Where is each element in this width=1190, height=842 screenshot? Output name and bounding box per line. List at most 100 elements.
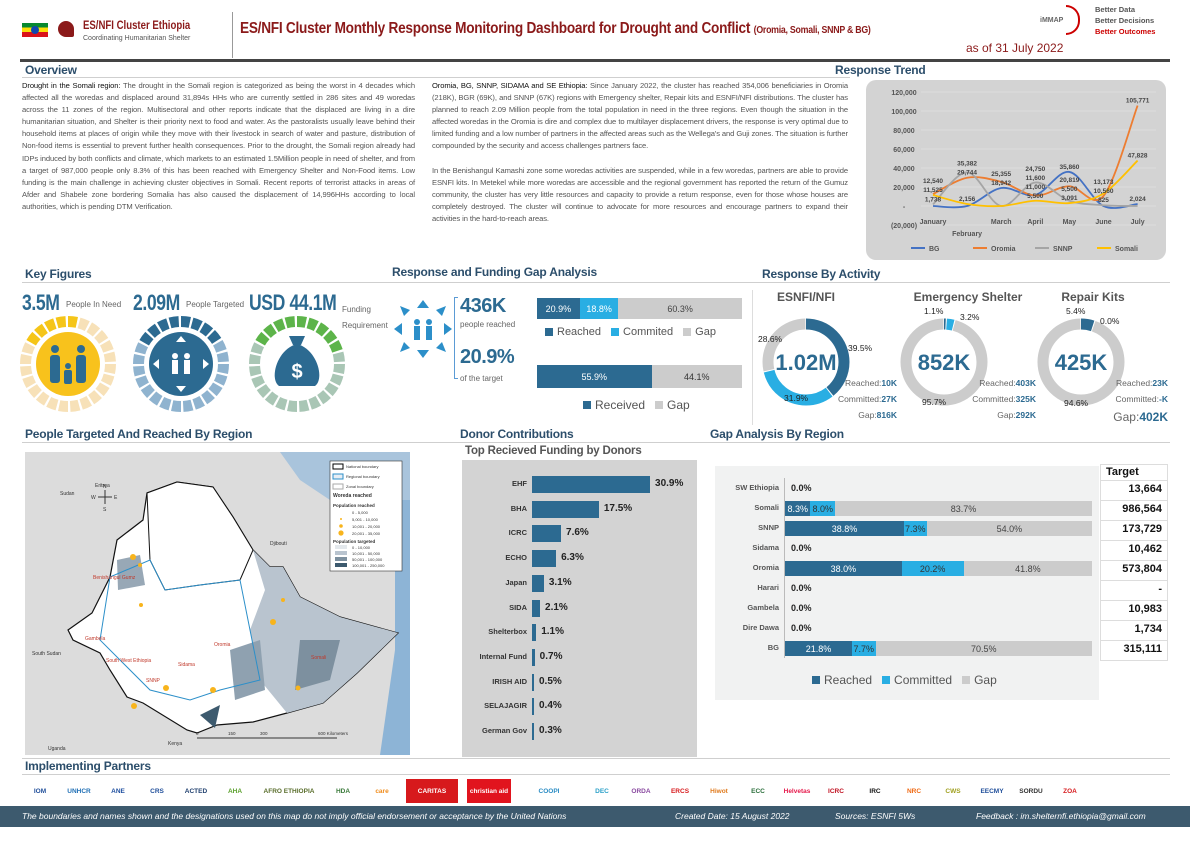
legend-swatch (583, 401, 591, 409)
ring-segment (94, 330, 109, 344)
legend-label: SNNP (1053, 246, 1073, 253)
donor-bar (532, 599, 541, 617)
region-zero-label: 0.0% (791, 623, 812, 633)
region-name: Dire Dawa (742, 623, 779, 632)
target-cell: 1,734 (1100, 621, 1168, 641)
country-label: South Sudan (32, 651, 61, 657)
donut-pct-label: 1.1% (924, 306, 944, 316)
y-tick-label: - (903, 204, 906, 211)
donor-name: BHA (510, 503, 527, 513)
donor-bar (532, 574, 544, 592)
stat-label: Reached: (979, 378, 1016, 388)
legend-r2: 5,001 - 10,000 (352, 517, 379, 522)
stat-label: Gap: (1113, 410, 1140, 424)
partner-logo: Helvetas (783, 787, 811, 795)
ring-segment (192, 396, 205, 410)
people-targeted-icon (133, 316, 229, 412)
legend-swatch (545, 328, 553, 336)
region-gap-heading: Gap Analysis By Region (710, 427, 844, 441)
activity-title: Emergency Shelter (913, 290, 1023, 304)
compass-s: S (103, 507, 107, 513)
activity-stat-reached: Reached:23K (1116, 378, 1168, 388)
footer-sources: Sources: ESNFI 5Ws (835, 811, 916, 821)
region-zero-label: 0.0% (791, 603, 812, 613)
donut-pct-label: 0.0% (1100, 316, 1120, 326)
legend-item: Received (583, 398, 645, 412)
response-trend-chart: 120,000 100,000 80,000 60,000 40,000 20,000 - (… (866, 80, 1166, 260)
immap-tag2: Better Decisions (1095, 16, 1155, 25)
legend-label: BG (929, 246, 940, 253)
partner-logo: HDA (335, 787, 351, 795)
ring-segment (306, 317, 319, 332)
partner-logo: ACTED (184, 787, 208, 795)
activity-stat-gap: Gap:402K (1113, 410, 1168, 424)
ring-segment (133, 354, 145, 364)
overview-lead-somali: Drought in the Somali region: (22, 81, 121, 90)
donor-name: SIDA (509, 602, 527, 612)
ring-segment (287, 400, 297, 412)
partner-logo: UNHCR (67, 787, 91, 795)
donut-pct-label: 3.2% (960, 312, 980, 322)
ring-segment (140, 384, 155, 398)
compass-e: E (114, 495, 118, 501)
ring-segment (216, 351, 229, 363)
partner-logo: COOPI (538, 787, 560, 795)
target-cell: 10,983 (1100, 601, 1168, 621)
bar-segment-gap: 44.1% (651, 365, 742, 388)
bar-segment-gap: 83.7% (835, 501, 1092, 516)
bar-segment-reached: 21.8% (785, 641, 852, 656)
data-label: 5,500 (1027, 193, 1044, 200)
partner-logo: CRS (150, 787, 164, 795)
ring-segment (264, 391, 279, 406)
legend-swatch (655, 401, 664, 409)
donut-segment-reached (900, 318, 988, 406)
country-label: Djibouti (270, 541, 287, 547)
map-scale: 0 150 300 600 Kilometers (196, 731, 349, 739)
scale-0: 0 (196, 731, 199, 736)
y-tick-label: 80,000 (893, 128, 915, 135)
donor-bar (532, 525, 562, 543)
region-label: Somali (311, 655, 326, 661)
ring-segment (148, 391, 163, 406)
scale-150: 150 (228, 731, 236, 736)
target-cell: 13,664 (1100, 481, 1168, 501)
footer-feedback[interactable]: Feedback : im.shelternfi.ethiopia@gmail.… (976, 811, 1146, 821)
ethiopia-map[interactable]: Eritrea Sudan Djibouti South Sudan Kenya… (25, 452, 410, 755)
ring-segment (333, 364, 345, 374)
org-name: ES/NFI Cluster Ethiopia (83, 18, 191, 32)
region-name: Gambela (747, 603, 779, 612)
donor-bar (532, 624, 537, 642)
map-legend: National boundary Regional boundary Zona… (329, 460, 403, 572)
activity-title: ESNFI/NFI (776, 290, 835, 304)
map-zone (230, 640, 265, 700)
donut-segment-reached (762, 318, 850, 406)
country-label: Kenya (168, 741, 182, 747)
header-divider (232, 12, 233, 58)
ring-segment (171, 400, 181, 412)
data-label: 1,738 (925, 196, 942, 203)
legend-zonal: Zonal boundary (346, 484, 374, 489)
ring-segment (100, 340, 114, 353)
compass-n: N (103, 484, 107, 490)
divider (752, 290, 753, 425)
title-main: ES/NFI Cluster Monthly Response Monitori… (240, 20, 751, 37)
ring-segment (139, 331, 154, 346)
gap-analysis-heading: Response and Funding Gap Analysis (392, 265, 597, 279)
partner-logo: AHA (227, 787, 243, 795)
legend-t4: 100,001 - 250,000 (352, 563, 385, 568)
header-rule (20, 59, 1170, 62)
ring-segment (217, 364, 229, 374)
legend-label: Gap (974, 673, 997, 687)
scale-600: 600 Kilometers (318, 731, 349, 736)
target-cell: 315,111 (1100, 641, 1168, 661)
bar-segment-gap: 41.8% (963, 561, 1092, 576)
donor-value: 1.1% (541, 626, 564, 638)
y-tick-label: 120,000 (891, 90, 916, 97)
donor-value: 0.3% (539, 725, 562, 736)
legend-swatch (812, 676, 820, 684)
ring-segment (190, 317, 203, 332)
region-label: Sidama (178, 662, 195, 668)
ring-segment (133, 365, 146, 377)
data-label: 5,500 (1061, 186, 1078, 193)
data-label: 2,024 (1129, 196, 1146, 203)
